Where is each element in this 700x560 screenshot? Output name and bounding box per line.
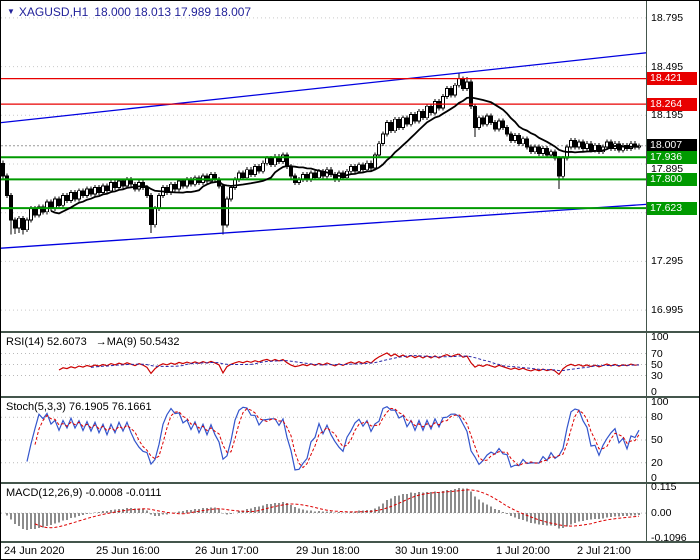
time-tick-label: 29 Jun 18:00 (296, 545, 360, 557)
rsi-scale[interactable]: 100 70 50 30 0 (647, 331, 699, 398)
panel-separator[interactable] (1, 331, 699, 333)
chart-title: ▼ XAGUSD,H1 18.000 18.013 17.989 18.007 (7, 5, 251, 19)
rsi-tick-label: 30 (651, 369, 663, 382)
stochastic-indicator-label[interactable]: Stoch(5,3,3) 76.1905 76.1661 (6, 401, 152, 413)
red-level-price-tag: 18.421 (647, 72, 697, 86)
stochastic-scale[interactable]: 100 80 50 20 0 (647, 396, 699, 484)
time-tick-label: 26 Jun 17:00 (195, 545, 259, 557)
symbol-timeframe-label: XAGUSD,H1 (18, 5, 89, 19)
price-tick-label: 17.895 (651, 162, 684, 175)
rsi-tick-label: 70 (651, 347, 663, 360)
rsi-tick-label: 50 (651, 358, 663, 371)
trendline[interactable] (1, 203, 646, 249)
rsi-tick-label: 0 (651, 386, 657, 398)
stoch-tick-label: 100 (651, 396, 669, 408)
macd-histogram (6, 488, 640, 530)
panel-separator[interactable] (1, 482, 699, 484)
time-tick-label: 1 Jul 20:00 (496, 545, 550, 557)
rsi-indicator-label[interactable]: RSI(14) 52.6073 →MA(9) 50.5432 (6, 336, 179, 348)
stochastic-value-label: Stoch(5,3,3) 76.1905 76.1661 (6, 401, 152, 413)
macd-tick-label: 0.00 (651, 507, 672, 520)
price-tick-label: 18.495 (651, 60, 684, 73)
green-level-price-tag: 17.623 (647, 201, 697, 215)
bid-price-tag: 18.007 (647, 139, 697, 153)
red-level-price-tag: 18.264 (647, 97, 697, 111)
time-tick-label: 2 Jul 21:00 (577, 545, 631, 557)
price-chart-canvas[interactable] (1, 1, 646, 331)
time-scale[interactable]: 24 Jun 2020 25 Jun 16:00 26 Jun 17:00 29 Ju… (1, 543, 646, 559)
stoch-tick-label: 20 (651, 456, 663, 469)
time-tick-label: 24 Jun 2020 (4, 545, 65, 557)
stoch-tick-label: 80 (651, 411, 663, 424)
panel-separator[interactable] (1, 396, 699, 398)
rsi-ma-value-label: →MA(9) 50.5432 (95, 336, 180, 348)
panel-separator (1, 541, 699, 543)
price-scale[interactable]: 18.795 18.495 18.195 17.895 17.295 16.995 18.4… (647, 1, 699, 331)
rsi-line (58, 352, 640, 376)
macd-tick-label: 0.115 (651, 481, 677, 493)
price-tick-label: 18.795 (651, 11, 684, 24)
macd-tick-label: -0.1096 (651, 532, 687, 544)
rsi-tick-label: 100 (651, 331, 669, 343)
price-tick-label: 16.995 (651, 304, 684, 317)
time-tick-label: 30 Jun 19:00 (395, 545, 459, 557)
rsi-value-label: RSI(14) 52.6073 (6, 336, 87, 348)
green-level-price-tag: 17.936 (647, 150, 697, 164)
ohlc-readout: 18.000 18.013 17.989 18.007 (94, 5, 252, 19)
stoch-signal-line (34, 407, 640, 469)
price-scale-border (646, 1, 647, 543)
stoch-tick-label: 50 (651, 434, 663, 446)
price-ma-line (50, 96, 640, 215)
green-level-price-tag: 17.800 (647, 172, 697, 186)
trendline[interactable] (1, 52, 646, 124)
stochastic-panel-canvas[interactable] (1, 398, 646, 482)
symbol-marker-icon[interactable]: ▼ (7, 7, 15, 16)
price-tick-label: 17.295 (651, 255, 684, 268)
rsi-ma-line (90, 354, 640, 372)
price-tick-label: 18.195 (651, 109, 684, 122)
macd-panel-canvas[interactable] (1, 484, 646, 541)
rsi-panel-canvas[interactable] (1, 333, 646, 396)
time-tick-label: 25 Jun 16:00 (96, 545, 160, 557)
macd-indicator-label[interactable]: MACD(12,26,9) -0.0008 -0.0111 (6, 487, 162, 499)
macd-signal-line (34, 489, 640, 529)
macd-scale[interactable]: 0.115 0.00 -0.1096 (647, 481, 699, 544)
macd-value-label: MACD(12,26,9) -0.0008 -0.0111 (6, 487, 162, 499)
price-grid (1, 17, 646, 311)
stoch-tick-label: 0 (651, 472, 657, 484)
candlesticks (1, 72, 641, 235)
stoch-main-line (26, 406, 640, 471)
